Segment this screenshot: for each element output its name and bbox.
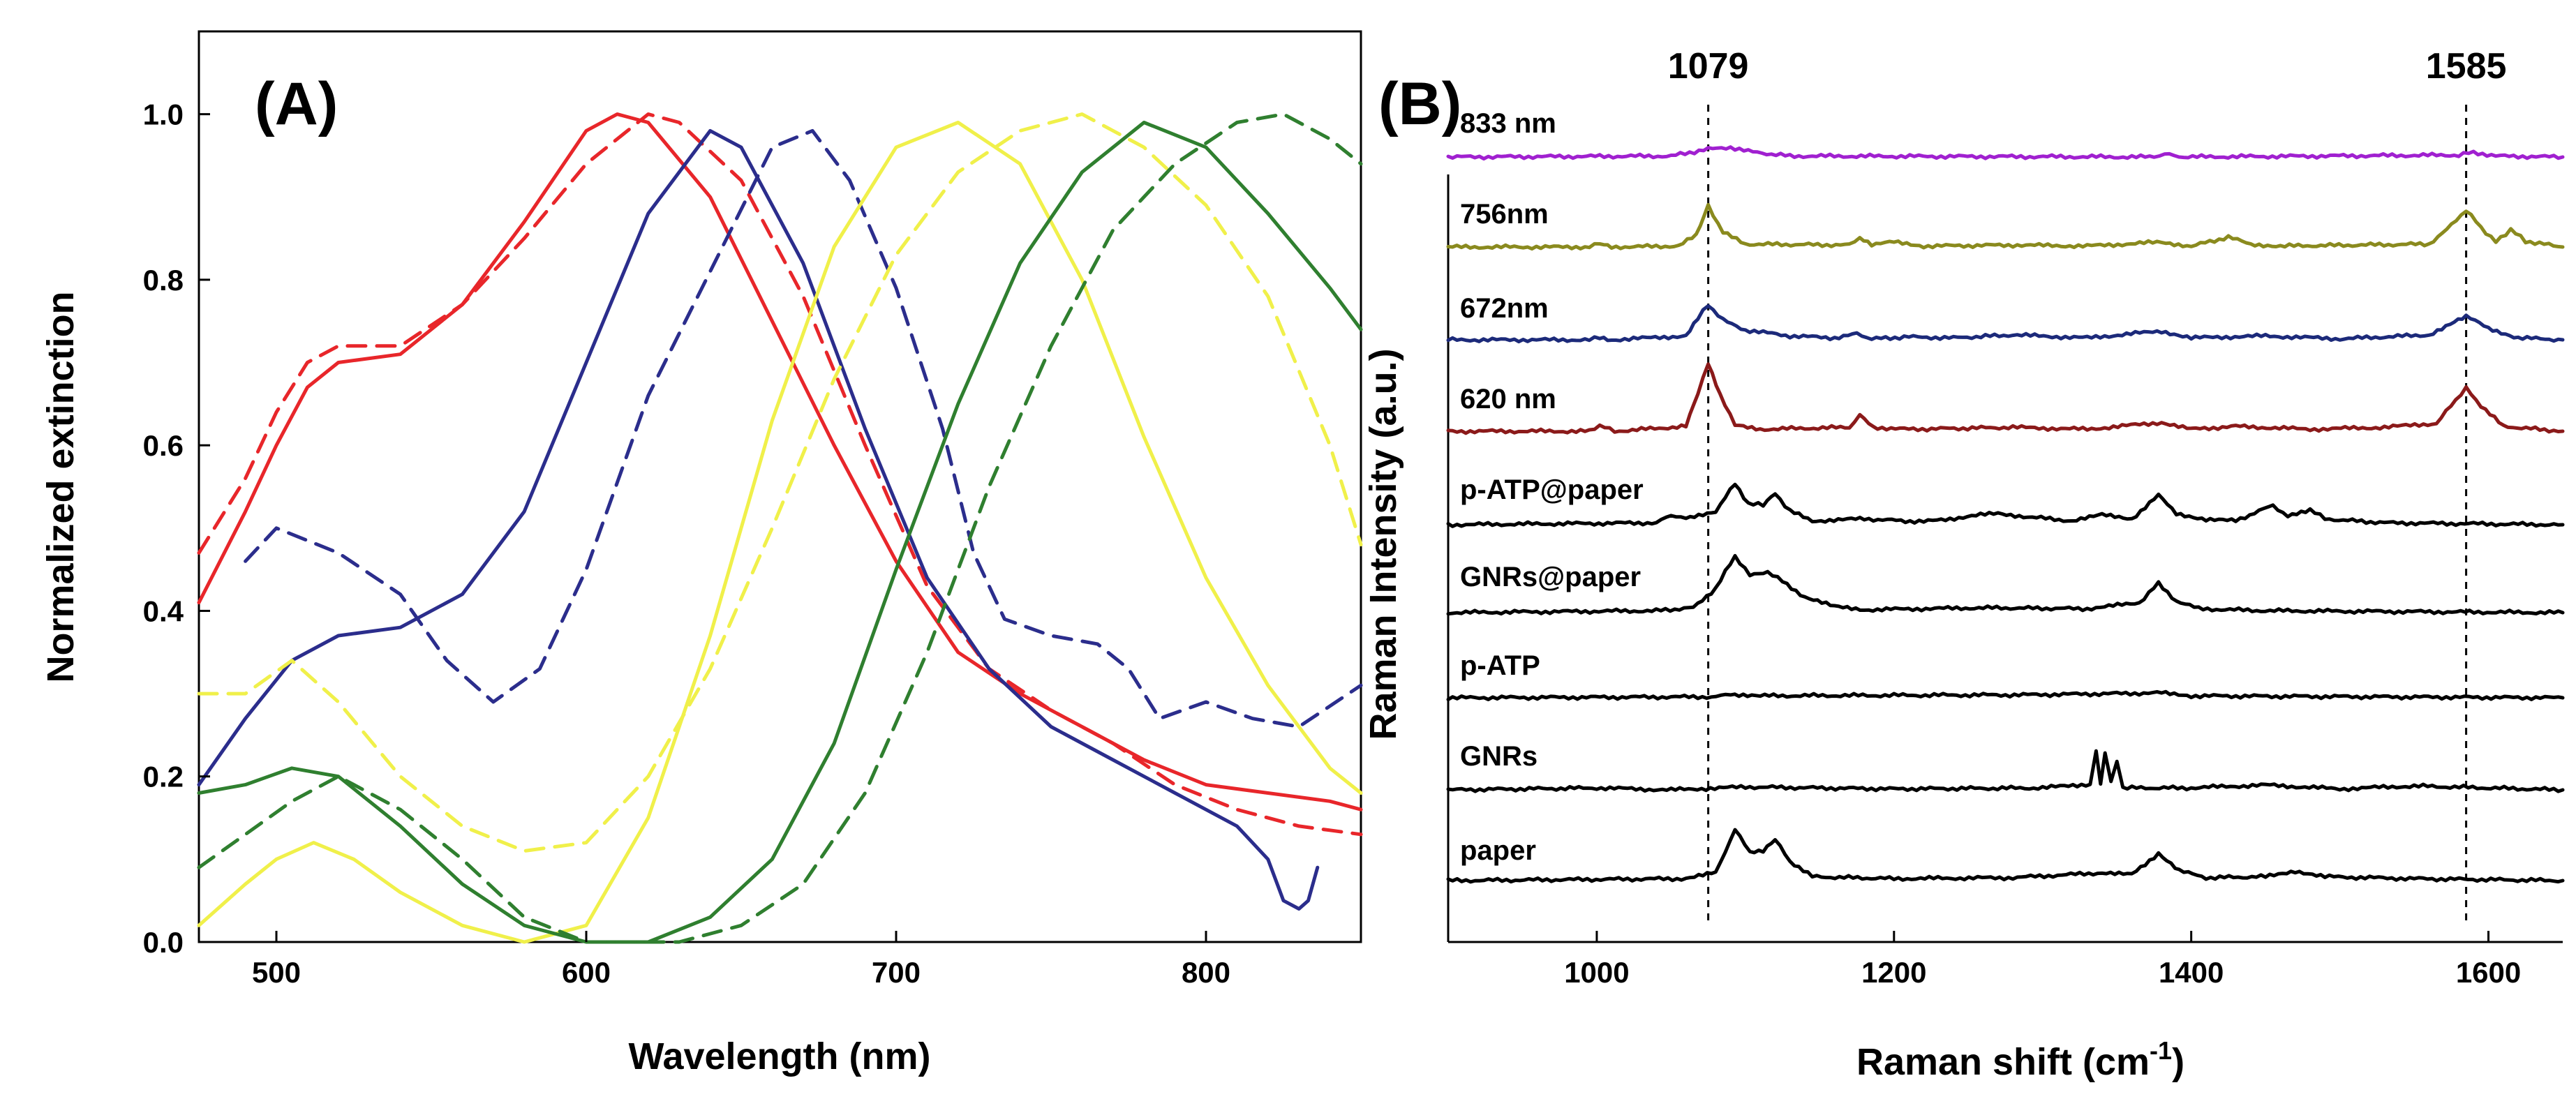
panel-a-series-red-solid [197,112,1363,812]
panel-a-y-ticks: 0.0 0.2 0.4 0.6 0.8 1.0 [143,98,210,959]
panel-a-series-yellow-solid [197,121,1363,944]
panel-b-x-axis-title: Raman shift (cm-1) [1856,1036,2184,1083]
panel-a-x-tick-label: 700 [872,956,921,989]
panel-b-series-label-p-atp-paper: p-ATP@paper [1460,474,1644,505]
panel-b-series-label-756nm: 756nm [1460,199,1549,230]
panel-b-x-tick-label: 1200 [1861,956,1926,989]
panel-a-y-axis-title: Normalized extinction [40,291,82,682]
panel-b-series-label-paper: paper [1460,835,1536,866]
panel-a-series-group [197,112,1363,944]
panel-a-y-tick-label: 1.0 [143,98,184,131]
panel-a-y-tick-label: 0.2 [143,761,184,793]
panel-a-x-axis-title: Wavelength (nm) [628,1036,930,1077]
panel-a-plot-frame [198,30,1362,943]
panel-a-y-tick-label: 0.0 [143,926,184,959]
panel-a-series-navy-dashed [244,128,1363,728]
panel-a-x-tick-label: 800 [1182,956,1230,989]
panel-a-y-tick-label: 0.4 [143,595,184,627]
panel-b-series-620-nm [1446,362,2565,435]
panel-b-label: (B) [1378,70,1461,137]
panel-b-series-label-833-nm: 833 nm [1460,108,1556,139]
panel-a-y-tick-label: 0.6 [143,429,184,462]
panel-a-x-ticks: 500 600 700 800 [252,931,1230,989]
panel-b-series-672nm [1446,304,2565,344]
panel-b-x-tick-label: 1400 [2159,956,2224,989]
panel-b-x-tick-label: 1000 [1564,956,1629,989]
panel-b-x-tick-label: 1600 [2456,956,2521,989]
panel-b-raman-chart: (B) 1079 1585 833 nm 756nm 672nm 620 nm p-ATP… [1362,46,2565,1083]
panel-b-series-label-620-nm: 620 nm [1460,384,1556,414]
panel-a-series-green-solid [197,121,1363,944]
panel-b-series-756nm [1446,202,2565,251]
peak-label-1585: 1585 [2426,46,2507,87]
panel-b-series-label-p-atp: p-ATP [1460,650,1540,681]
panel-a-series-yellow-dashed [197,112,1363,853]
panel-a-series-green-dashed [197,112,1363,944]
panel-a-extinction-chart: (A) 500 600 700 800 0.0 0.2 0.4 0.6 0.8 1.0 Wave… [40,30,1363,1077]
panel-b-series-label-gnrs-paper: GNRs@paper [1460,562,1641,592]
panel-a-label: (A) [255,70,338,137]
panel-b-series-label-gnrs: GNRs [1460,741,1538,772]
panel-b-x-ticks: 1000 1200 1400 1600 [1564,931,2521,989]
panel-b-x-axis-title-superscript: -1 [2150,1036,2172,1065]
panel-b-series-p-atp [1446,689,2565,701]
panel-b-series-gnrs-paper [1446,553,2565,616]
panel-b-series-group [1446,145,2565,884]
panel-b-series-paper [1446,828,2565,884]
panel-b-series-label-672nm: 672nm [1460,293,1549,324]
panel-a-series-navy-solid [197,128,1320,911]
panel-a-x-tick-label: 500 [252,956,301,989]
peak-label-1079: 1079 [1668,46,1749,87]
panel-b-series-gnrs [1446,749,2565,793]
panel-b-series-833-nm [1446,145,2565,160]
panel-b-x-axis-title-suffix: ) [2172,1041,2184,1083]
panel-a-x-tick-label: 600 [562,956,611,989]
panel-b-series-p-atp-paper [1446,482,2565,528]
panel-b-series-labels: 833 nm 756nm 672nm 620 nm p-ATP@paper GNRs@pa… [1460,108,1644,866]
panel-a-series-red-dashed [197,112,1363,837]
panel-a-y-tick-label: 0.8 [143,264,184,297]
panel-b-y-axis-title: Raman Intensity (a.u.) [1362,348,1404,740]
panel-b-x-axis-title-main: Raman shift (cm [1856,1041,2150,1083]
